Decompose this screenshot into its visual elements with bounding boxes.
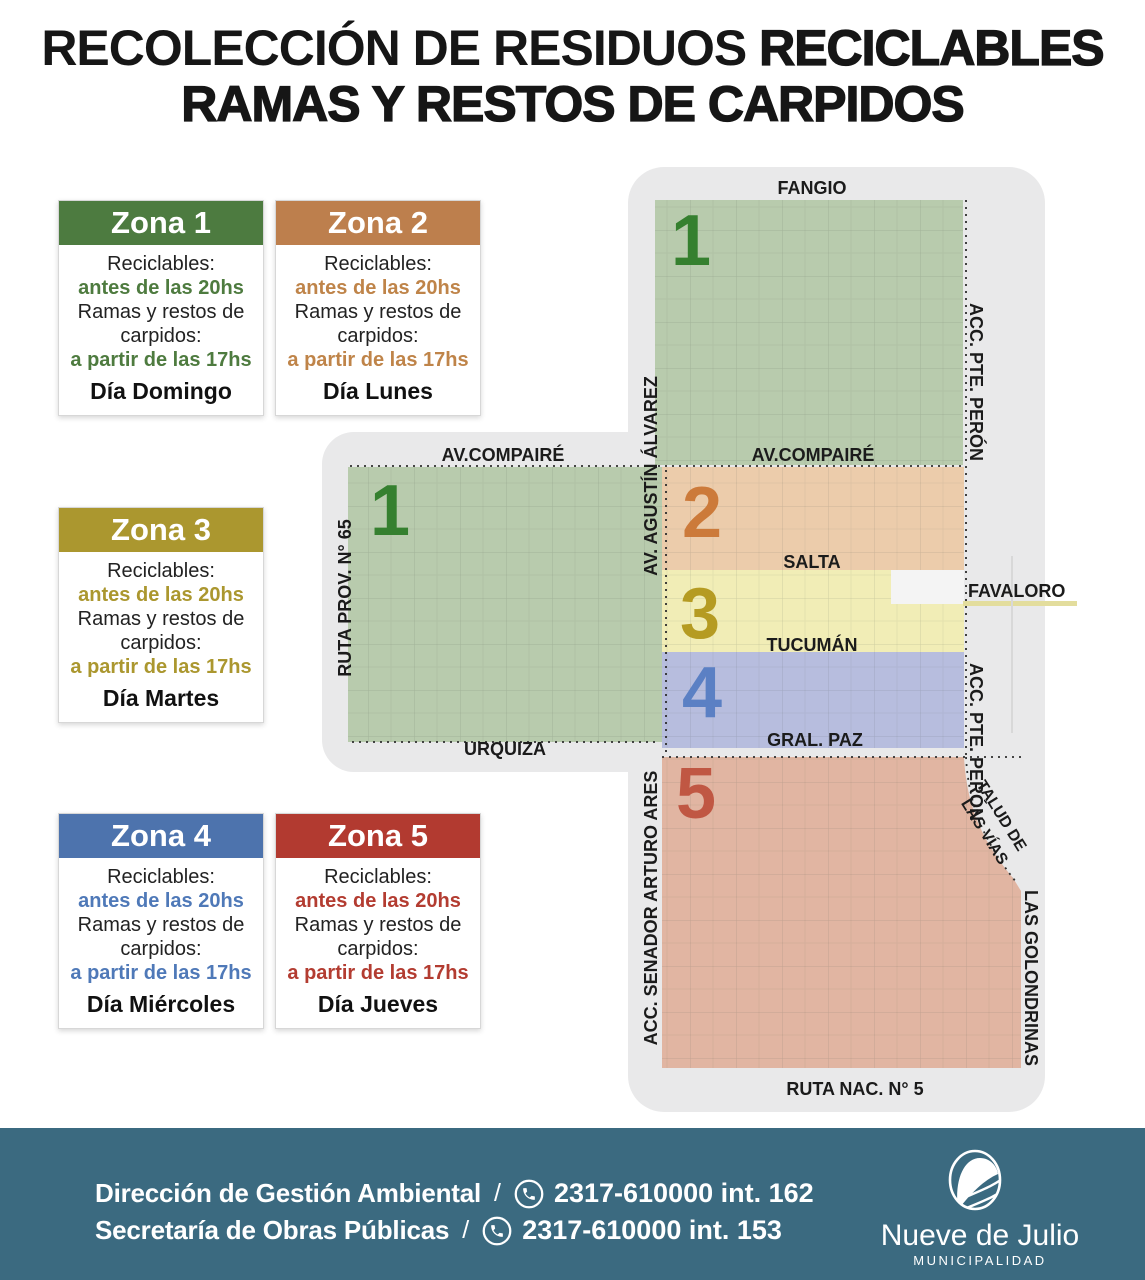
logo-subtitle: MUNICIPALIDAD (913, 1253, 1046, 1268)
zone-2-card-body: Reciclables: antes de las 20hs Ramas y r… (276, 245, 480, 415)
ramas-label-line1: Ramas y restos de (77, 608, 245, 630)
zone-5-card-body: Reciclables: antes de las 20hs Ramas y r… (276, 858, 480, 1028)
logo-circle (948, 1149, 1002, 1211)
street-label-acc-pte-peron-top: ACC. PTE. PERÓN (966, 303, 987, 461)
ramas-time: a partir de las 17hs (70, 962, 252, 984)
street-label-las-golondrinas: LAS GOLONDRINAS (1021, 890, 1041, 1066)
zone-5-day: Día Jueves (317, 991, 439, 1017)
ramas-label-line2: carpidos: (337, 325, 419, 347)
title-line-1: RECOLECCIÓN DE RESIDUOS RECICLABLES (0, 19, 1145, 76)
zone-4-card-header: Zona 4 (59, 814, 263, 858)
reciclables-label: Reciclables: (107, 253, 215, 275)
zone-1-numeral-west: 1 (370, 471, 410, 551)
phone-icon (482, 1216, 512, 1245)
contact-row-obras-publicas: Secretaría de Obras Públicas / 2317-6100… (95, 1215, 782, 1246)
separator: / (494, 1179, 501, 1207)
zone-1-day: Día Domingo (90, 378, 232, 404)
zone-5-card: Zona 5 Reciclables: antes de las 20hs Ra… (275, 813, 481, 1029)
reciclables-label: Reciclables: (324, 253, 432, 275)
reciclables-label: Reciclables: (107, 866, 215, 888)
reciclables-label: Reciclables: (107, 560, 215, 582)
zone-3-day: Día Martes (102, 685, 220, 711)
contact-row-gestion-ambiental: Dirección de Gestión Ambiental / 2317-61… (95, 1178, 814, 1209)
street-label-tucuman: TUCUMÁN (767, 634, 858, 655)
street-label-av-compaire-left: AV.COMPAIRÉ (442, 444, 565, 465)
zone-2-card: Zona 2 Reciclables: antes de las 20hs Ra… (275, 200, 481, 416)
ramas-label-line2: carpidos: (120, 325, 202, 347)
favaloro-street-line (963, 601, 1077, 606)
zone-3-card-body: Reciclables: antes de las 20hs Ramas y r… (59, 552, 263, 722)
street-label-salta: SALTA (783, 552, 840, 572)
ramas-time: a partir de las 17hs (70, 656, 252, 678)
street-label-acc-pte-peron-bottom: ACC. PTE. PERÓN (966, 663, 987, 821)
zone-2-numeral: 2 (682, 473, 722, 553)
ramas-label-line2: carpidos: (120, 632, 202, 654)
street-label-favaloro: FAVALORO (968, 581, 1065, 601)
reciclables-label: Reciclables: (324, 866, 432, 888)
ramas-label-line1: Ramas y restos de (77, 914, 245, 936)
title-line1-prefix: RECOLECCIÓN DE RESIDUOS (41, 20, 747, 76)
logo-title: Nueve de Julio (881, 1219, 1079, 1252)
reciclables-time: antes de las 20hs (295, 277, 461, 299)
footer: Dirección de Gestión Ambiental / 2317-61… (0, 1128, 1145, 1280)
zone-3-card: Zona 3 Reciclables: antes de las 20hs Ra… (58, 507, 264, 723)
ramas-label-line1: Ramas y restos de (294, 914, 462, 936)
street-label-acc-senador-arturo-ares: ACC. SENADOR ARTURO ARES (641, 771, 661, 1046)
street-label-ruta-nac-5: RUTA NAC. N° 5 (786, 1079, 923, 1099)
zone-3-numeral: 3 (680, 574, 720, 654)
zone-5-numeral: 5 (676, 754, 716, 834)
ramas-time: a partir de las 17hs (70, 349, 252, 371)
phone-number: 2317-610000 int. 162 (553, 1178, 814, 1208)
zone-2-day: Día Lunes (323, 378, 433, 404)
department-name: Dirección de Gestión Ambiental (95, 1178, 482, 1208)
title-line-2: RAMAS Y RESTOS DE CARPIDOS (181, 75, 966, 132)
ramas-time: a partir de las 17hs (287, 962, 469, 984)
street-label-ruta-prov-65: RUTA PROV. N° 65 (335, 519, 355, 677)
ramas-label-line1: Ramas y restos de (294, 301, 462, 323)
municipality-logo: Nueve de Julio MUNICIPALIDAD (881, 1149, 1079, 1268)
phone-number: 2317-610000 int. 153 (522, 1215, 782, 1245)
street-label-av-compaire-right: AV.COMPAIRÉ (752, 444, 875, 465)
dotted-route-lines (350, 200, 1021, 883)
ramas-label-line2: carpidos: (337, 938, 419, 960)
reciclables-time: antes de las 20hs (78, 277, 244, 299)
reciclables-time: antes de las 20hs (78, 890, 244, 912)
street-label-gral-paz: GRAL. PAZ (767, 730, 863, 750)
zone-3-notch (891, 570, 964, 604)
zone-4-day: Día Miércoles (86, 991, 236, 1017)
page-title: RECOLECCIÓN DE RESIDUOS RECICLABLES RAMA… (0, 19, 1145, 132)
zone-4-numeral: 4 (682, 653, 722, 733)
zone-5-card-header: Zona 5 (276, 814, 480, 858)
title-line1-emphasis: RECICLABLES (758, 19, 1105, 76)
zone-4-card-body: Reciclables: antes de las 20hs Ramas y r… (59, 858, 263, 1028)
ramas-label-line2: carpidos: (120, 938, 202, 960)
zone-1-card: Zona 1 Reciclables: antes de las 20hs Ra… (58, 200, 264, 416)
street-label-av-agustin-alvarez: AV. AGUSTÍN ÁLVAREZ (640, 376, 661, 576)
zone-1-card-body: Reciclables: antes de las 20hs Ramas y r… (59, 245, 263, 415)
zone-2-card-header: Zona 2 (276, 201, 480, 245)
zone-1-card-header: Zona 1 (59, 201, 263, 245)
phone-icon (514, 1179, 544, 1208)
ramas-label-line1: Ramas y restos de (77, 301, 245, 323)
reciclables-time: antes de las 20hs (295, 890, 461, 912)
reciclables-time: antes de las 20hs (78, 584, 244, 606)
ramas-time: a partir de las 17hs (287, 349, 469, 371)
street-label-fangio: FANGIO (777, 178, 846, 198)
zone-3-card-header: Zona 3 (59, 508, 263, 552)
department-name: Secretaría de Obras Públicas (95, 1215, 450, 1245)
street-label-urquiza: URQUIZA (464, 739, 546, 759)
zone-4-card: Zona 4 Reciclables: antes de las 20hs Ra… (58, 813, 264, 1029)
zone-1-numeral-north: 1 (671, 201, 711, 281)
separator: / (462, 1216, 470, 1244)
